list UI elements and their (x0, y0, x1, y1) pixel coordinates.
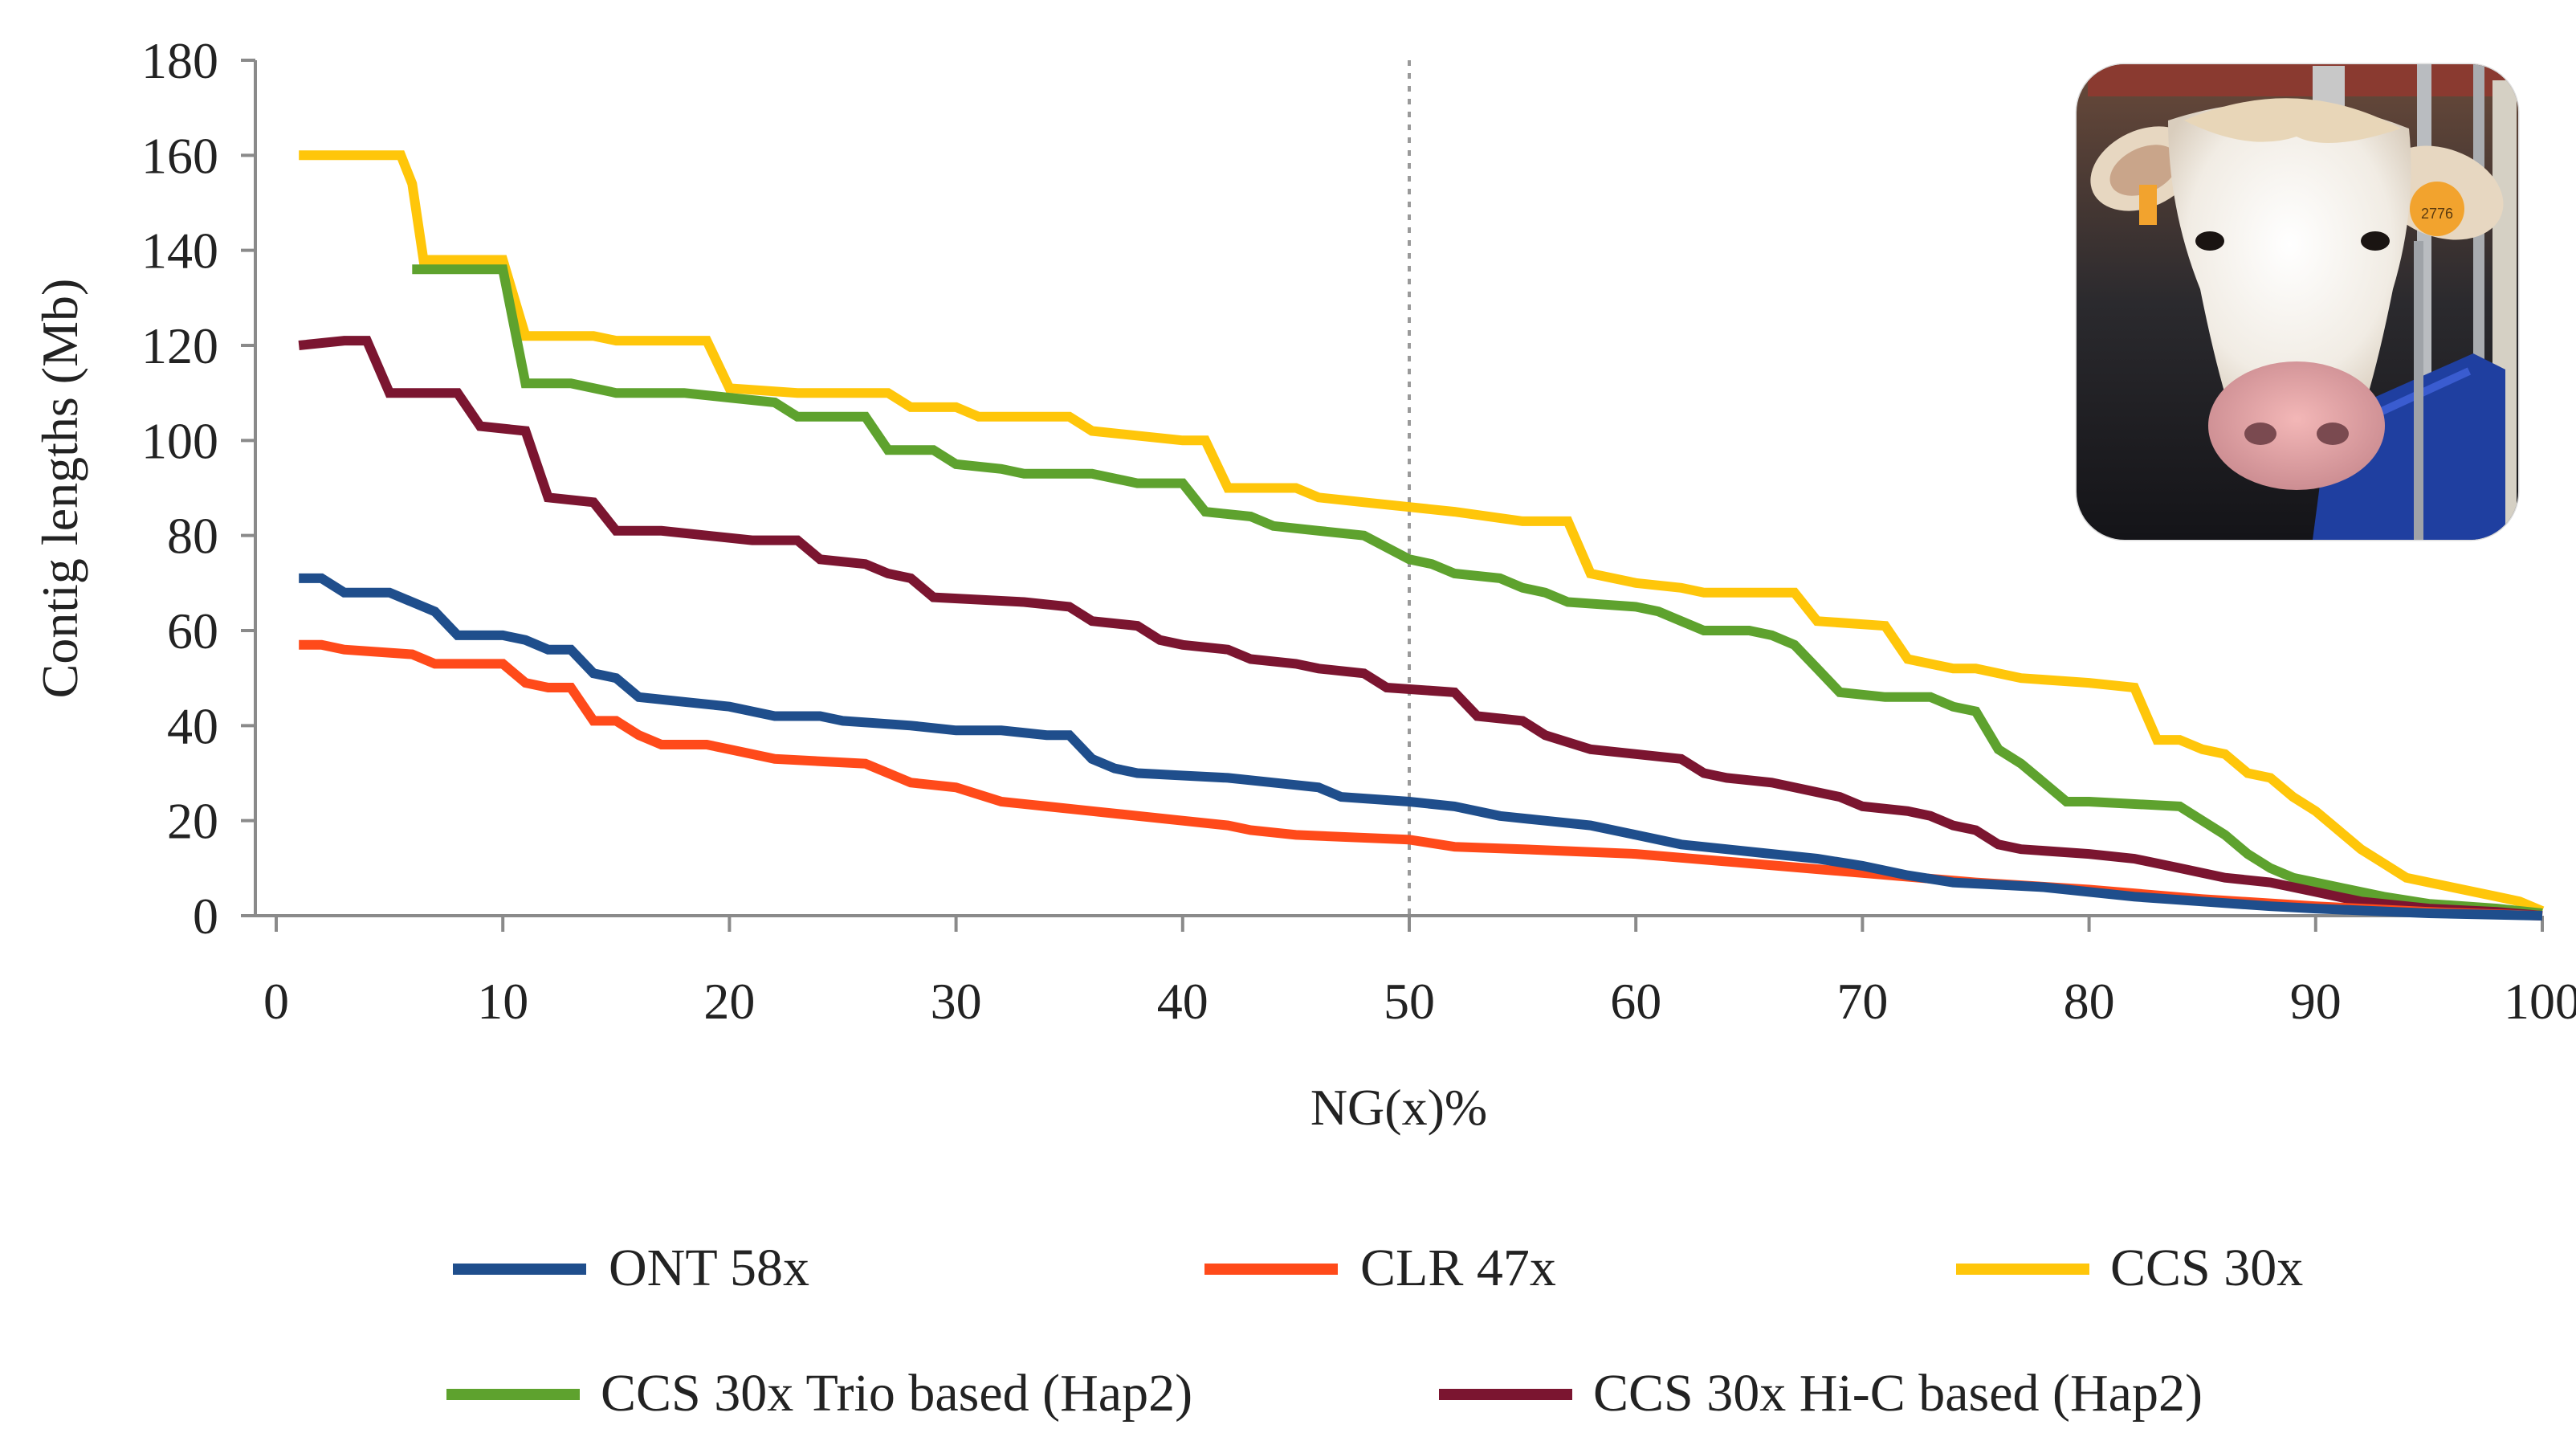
y-axis-title: Contig lengths (Mb) (31, 279, 88, 699)
x-tick-label: 60 (1610, 973, 1661, 1030)
legend-label: CLR 47x (1360, 1239, 1556, 1297)
x-tick-label: 70 (1836, 973, 1888, 1030)
y-tick-label: 120 (141, 317, 218, 374)
x-tick-label: 40 (1157, 973, 1209, 1030)
series-line-ccs-30x-trio-based-hap2 (412, 264, 2543, 918)
y-tick-label: 100 (141, 412, 218, 469)
x-tick-label: 10 (477, 973, 528, 1030)
y-tick-label: 80 (167, 508, 218, 565)
ear-tag-icon (2410, 182, 2464, 236)
y-tick-label: 140 (141, 223, 218, 280)
y-tick-label: 0 (193, 888, 218, 945)
series-line-ccs-30x-hi-c-based-hap2 (298, 336, 2543, 921)
y-tick-label: 60 (167, 602, 218, 659)
cow-photo-inset: 2776 (2075, 63, 2520, 541)
x-tick-label: 20 (703, 973, 755, 1030)
legend: ONT 58x CLR 47x CCS 30x CCS 30x Trio based … (446, 1239, 2303, 1423)
legend-label: CCS 30x (2110, 1239, 2303, 1297)
legend-label: CCS 30x Trio based (Hap2) (601, 1364, 1192, 1423)
x-tick-label: 80 (2064, 973, 2115, 1030)
series-line-ont-58x (299, 573, 2543, 921)
y-tick-label: 160 (141, 127, 218, 184)
y-tick-label: 180 (141, 32, 218, 89)
x-axis-title: NG(x)% (1310, 1079, 1487, 1136)
ear-tag-number: 2776 (2421, 206, 2453, 222)
legend-label: CCS 30x Hi-C based (Hap2) (1593, 1364, 2203, 1423)
x-tick-label: 30 (931, 973, 982, 1030)
x-tick-label: 100 (2504, 973, 2576, 1030)
series-line-ccs-30x (299, 150, 2545, 916)
y-tick-label: 40 (167, 697, 218, 754)
x-tick-label: 0 (263, 973, 289, 1030)
axes: 0 20 40 60 80 100 120 140 160 180 0 10 20 30 40 50 60 70… (141, 32, 2576, 1030)
series-line-clr-47x (299, 639, 2543, 921)
y-tick-label: 20 (167, 793, 218, 850)
x-axis-ticks: 0 10 20 30 40 50 60 70 80 90 100 (263, 916, 2576, 1030)
series-lines (298, 150, 2545, 921)
legend-label: ONT 58x (609, 1239, 809, 1297)
x-tick-label: 50 (1384, 973, 1435, 1030)
x-tick-label: 90 (2290, 973, 2342, 1030)
y-axis-ticks: 0 20 40 60 80 100 120 140 160 180 (141, 32, 255, 945)
